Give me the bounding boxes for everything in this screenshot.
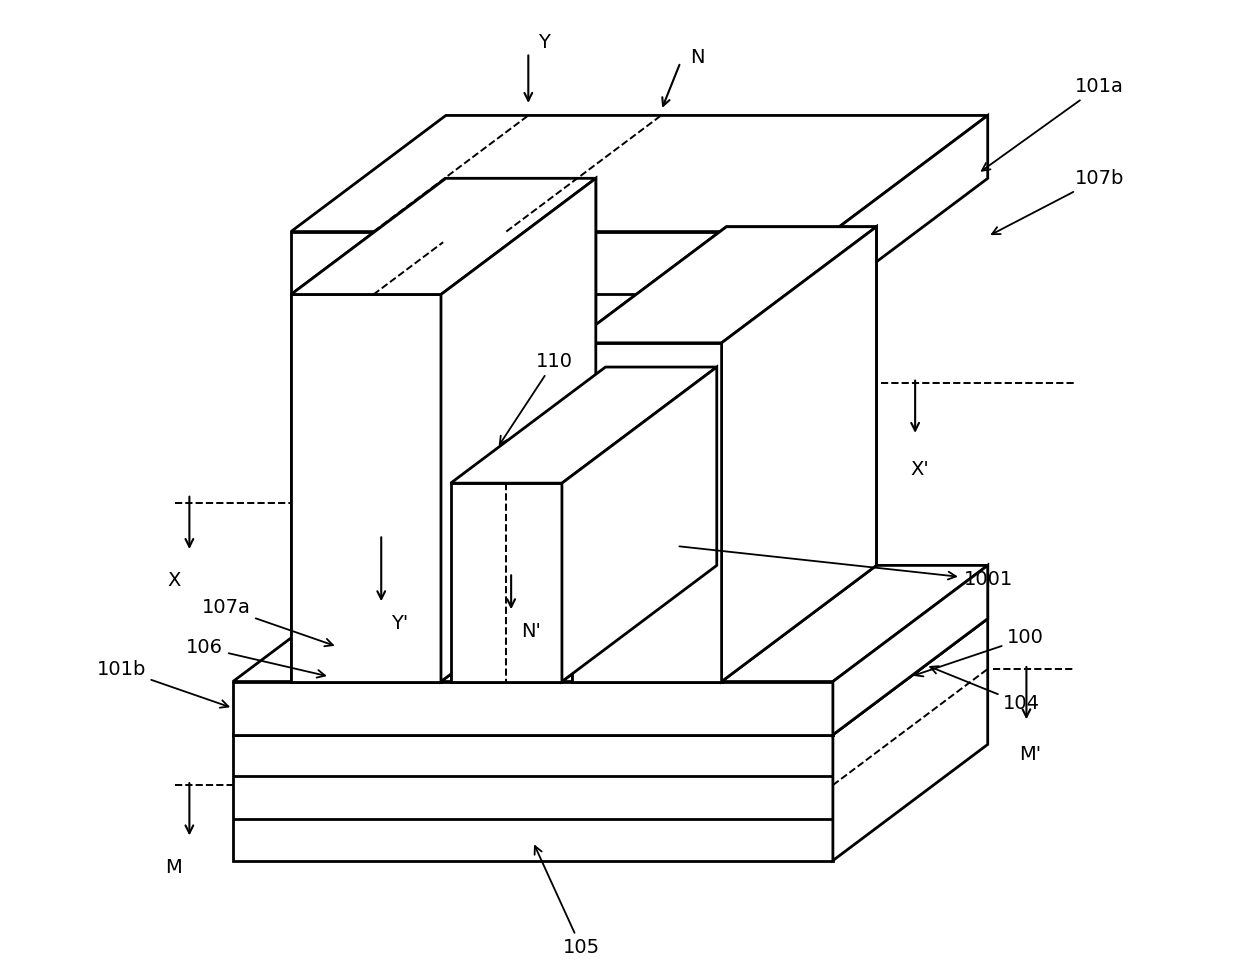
Text: 100: 100 xyxy=(915,629,1044,676)
Text: 106: 106 xyxy=(186,638,325,677)
Text: X': X' xyxy=(910,460,929,479)
Text: 1001: 1001 xyxy=(680,547,1013,590)
Text: N: N xyxy=(691,48,704,67)
Text: Y': Y' xyxy=(391,614,408,632)
Text: 107b: 107b xyxy=(992,169,1125,234)
Polygon shape xyxy=(233,681,833,735)
Polygon shape xyxy=(291,115,988,231)
Polygon shape xyxy=(441,179,595,681)
Polygon shape xyxy=(291,179,595,295)
Polygon shape xyxy=(572,226,877,343)
Polygon shape xyxy=(450,483,562,681)
Polygon shape xyxy=(450,367,717,483)
Polygon shape xyxy=(291,179,595,295)
Polygon shape xyxy=(233,565,988,681)
Text: 110: 110 xyxy=(500,351,573,444)
Polygon shape xyxy=(572,343,722,681)
Polygon shape xyxy=(833,115,988,295)
Polygon shape xyxy=(722,226,877,681)
Text: 105: 105 xyxy=(534,846,600,957)
Polygon shape xyxy=(562,367,717,681)
Polygon shape xyxy=(450,483,562,681)
Text: 107a: 107a xyxy=(201,598,332,646)
Polygon shape xyxy=(572,343,722,681)
Text: X: X xyxy=(167,571,181,590)
Text: 104: 104 xyxy=(930,667,1040,713)
Text: M: M xyxy=(165,858,182,876)
Polygon shape xyxy=(833,565,988,735)
Text: M': M' xyxy=(1019,745,1040,763)
Polygon shape xyxy=(291,295,441,681)
Polygon shape xyxy=(450,367,717,483)
Text: N': N' xyxy=(521,622,541,641)
Polygon shape xyxy=(441,179,595,681)
Polygon shape xyxy=(833,619,988,861)
Polygon shape xyxy=(291,295,441,681)
Text: 101a: 101a xyxy=(982,77,1123,171)
Polygon shape xyxy=(291,231,833,295)
Polygon shape xyxy=(572,226,877,343)
Polygon shape xyxy=(233,619,988,735)
Text: 101b: 101b xyxy=(97,660,228,708)
Polygon shape xyxy=(563,681,833,735)
Text: Y: Y xyxy=(538,33,549,53)
Polygon shape xyxy=(833,565,988,735)
Polygon shape xyxy=(562,367,717,681)
Polygon shape xyxy=(563,565,988,681)
Polygon shape xyxy=(233,735,833,861)
Polygon shape xyxy=(722,226,877,681)
